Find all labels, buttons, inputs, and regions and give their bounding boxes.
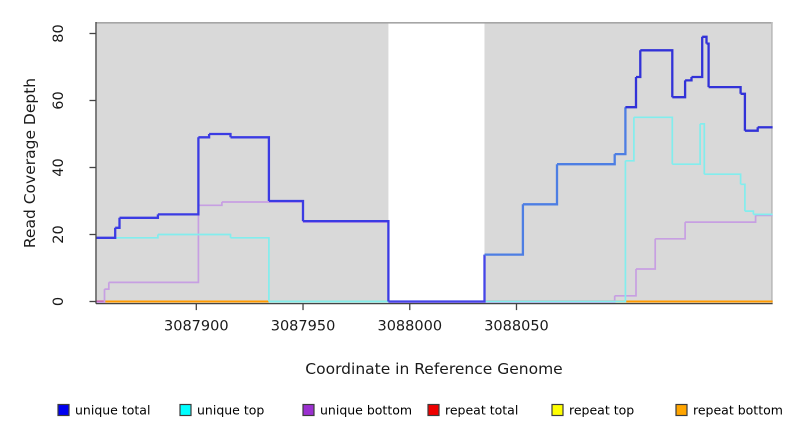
unique-top-line [700, 123, 706, 175]
unique-bottom-line [685, 215, 757, 223]
legend-label: unique bottom [320, 403, 412, 418]
legend-swatch-unique-top [179, 403, 192, 417]
unique-total-line [557, 154, 616, 166]
unique-total-line [96, 227, 117, 239]
plot-background-right [484, 22, 773, 303]
y-tick-label: 60 [51, 91, 67, 109]
legend-swatch-repeat-total [427, 403, 440, 417]
y-axis-label: Read Coverage Depth [21, 78, 39, 248]
unique-total-line [625, 77, 638, 109]
unique-total-line [640, 49, 674, 98]
y-tick-label: 80 [51, 24, 67, 42]
unique-top-line [672, 123, 701, 166]
legend-label: repeat total [445, 403, 518, 418]
y-tick-label: 20 [51, 225, 67, 243]
unique-total-line [303, 219, 390, 302]
unique-top-line [633, 116, 674, 165]
legend-swatch-unique-total [57, 403, 70, 417]
x-tick-label: 3088000 [377, 319, 442, 335]
unique-bottom-line [96, 289, 106, 304]
legend-label: repeat bottom [693, 403, 783, 418]
unique-bottom-line [636, 238, 657, 270]
unique-total-line [157, 137, 200, 216]
unique-total-line [636, 50, 642, 79]
legend-item-repeat-total: repeat total [427, 403, 518, 418]
legend-label: unique total [75, 403, 150, 418]
unique-total-line [484, 204, 525, 256]
unique-top-line [625, 117, 635, 162]
unique-top-line [704, 173, 742, 185]
x-tick-label: 3087950 [271, 319, 336, 335]
x-tick-label: 3088050 [484, 319, 549, 335]
unique-top-line [744, 210, 755, 215]
x-axis-label: Coordinate in Reference Genome [305, 360, 562, 378]
unique-total-line [672, 80, 687, 99]
unique-total-line [230, 136, 271, 201]
unique-bottom-line [655, 222, 686, 240]
unique-bottom-line [104, 282, 110, 290]
unique-top-line [157, 233, 232, 238]
legend-swatch-repeat-top [551, 403, 564, 417]
unique-total-line [388, 254, 486, 303]
unique-total-line [115, 217, 121, 229]
legend-swatch-repeat-bottom [675, 403, 688, 417]
unique-total-line [691, 36, 704, 79]
plot-background-left [95, 22, 389, 303]
unique-top-line [96, 234, 159, 239]
unique-total-line [708, 85, 742, 94]
legend-item-repeat-bottom: repeat bottom [675, 403, 783, 418]
unique-top-line [230, 236, 270, 302]
legend-label: repeat top [569, 403, 634, 418]
unique-total-line [706, 42, 710, 88]
legend-item-repeat-top: repeat top [551, 403, 634, 418]
y-tick-label: 0 [51, 297, 67, 306]
unique-bottom-line [614, 269, 637, 297]
unique-total-line [614, 107, 627, 156]
x-tick-label: 3087900 [164, 319, 229, 335]
legend-swatch-unique-bottom [302, 403, 315, 417]
y-tick-label: 40 [51, 158, 67, 176]
legend-item-unique-top: unique top [179, 403, 264, 418]
unique-total-line [702, 35, 708, 44]
legend-item-unique-bottom: unique bottom [302, 403, 412, 418]
unique-total-line [268, 199, 305, 222]
unique-total-line [740, 92, 747, 131]
legend-label: unique top [197, 403, 264, 418]
legend-item-unique-total: unique total [57, 403, 150, 418]
unique-bottom-line [108, 205, 200, 284]
unique-total-line [522, 164, 559, 206]
unique-bottom-line [198, 202, 223, 207]
unique-top-line [740, 183, 746, 212]
